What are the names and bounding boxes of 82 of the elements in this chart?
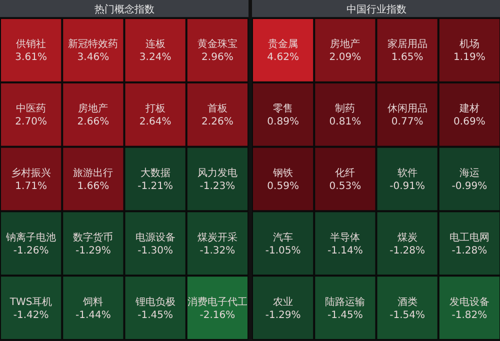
data-label: 1.66% [77,181,110,192]
category-label: 制药 [334,102,355,115]
category-label: 家居用品 [386,38,427,50]
category-label: 海运 [458,167,479,179]
category-label: 黄金珠宝 [197,38,238,50]
data-label: 3.61% [15,52,47,64]
data-label: -1.05% [264,245,300,256]
data-label: -1.32% [200,245,236,256]
data-label: 0.59% [266,181,298,192]
category-label: 休闲用品 [386,102,427,115]
category-label: 房地产 [330,38,360,50]
category-label: 供销社 [16,38,46,50]
data-label: -1.28% [451,245,487,256]
data-label: -1.30% [138,245,174,256]
category-label: 汽车 [272,231,293,244]
category-label: 发电设备 [448,296,489,308]
category-label: 消费电子代工 [187,296,248,308]
category-label: 建材 [458,102,479,115]
data-label: -1.54% [389,310,425,321]
category-label: 软件 [396,167,417,179]
data-label: 1.19% [453,52,485,64]
category-label: 半导体 [330,231,360,244]
category-label: 锂电负极 [134,296,176,308]
category-label: 煤炭开采 [197,231,238,244]
data-label: -1.82% [451,310,487,321]
category-label: 风力发电 [197,167,238,179]
category-label: 机场 [458,38,479,50]
data-label: 3.24% [139,52,172,64]
data-label: 2.96% [202,52,234,64]
category-label: 首板 [207,102,228,115]
category-label: 贵金属 [268,38,298,50]
data-label: 0.69% [453,116,485,128]
category-label: 陆路运输 [324,296,365,308]
category-label: 饲料 [82,296,104,308]
category-label: 乡村振兴 [11,167,52,179]
data-label: -1.45% [326,310,362,321]
category-label: 农业 [272,296,293,308]
data-label: -0.99% [451,181,487,192]
data-label: -1.42% [13,310,49,321]
category-label: 中医药 [16,102,46,115]
data-label: -1.23% [200,181,236,192]
text: 中国行业指数 [346,4,406,16]
category-label: 电工电网 [448,231,489,244]
data-label: 0.53% [328,181,361,192]
data-label: 0.89% [266,116,298,128]
category-label: 房地产 [78,102,108,115]
category-label: 连板 [145,38,166,50]
data-label: -1.14% [326,245,362,256]
data-label: -1.45% [138,310,174,321]
data-label: 1.71% [15,181,47,192]
category-label: 大数据 [140,167,170,179]
data-label: 2.26% [202,116,234,128]
category-label: 零售 [272,102,293,115]
data-label: 0.77% [390,116,423,128]
category-label: 新冠特效药 [68,38,118,50]
category-label: 化纤 [334,167,355,179]
data-label: 2.66% [77,116,110,128]
category-label: TWS耳机 [8,296,52,308]
data-label: -2.16% [200,310,236,321]
data-label: 0.81% [328,116,361,128]
data-label: 4.62% [266,52,298,64]
data-label: -1.29% [264,310,300,321]
data-label: -0.91% [389,181,425,192]
category-label: 数字货币 [73,231,114,244]
category-label: 电源设备 [135,231,176,244]
category-label: 煤炭 [396,231,417,244]
text: 热门概念指数 [94,4,154,16]
data-label: -1.28% [389,245,425,256]
data-label: 2.09% [328,52,361,64]
data-label: -1.21% [138,181,174,192]
category-label: 钠离子电池 [5,231,56,244]
data-label: 2.70% [15,116,47,128]
category-label: 钢铁 [272,167,293,179]
data-label: -1.26% [13,245,49,256]
category-label: 旅游出行 [73,167,114,179]
data-label: 3.46% [77,52,110,64]
data-label: 1.65% [390,52,423,64]
data-label: -1.44% [75,310,111,321]
category-label: 打板 [144,102,166,115]
data-label: -1.29% [75,245,111,256]
category-label: 酒类 [396,296,417,308]
data-label: 2.64% [139,116,172,128]
